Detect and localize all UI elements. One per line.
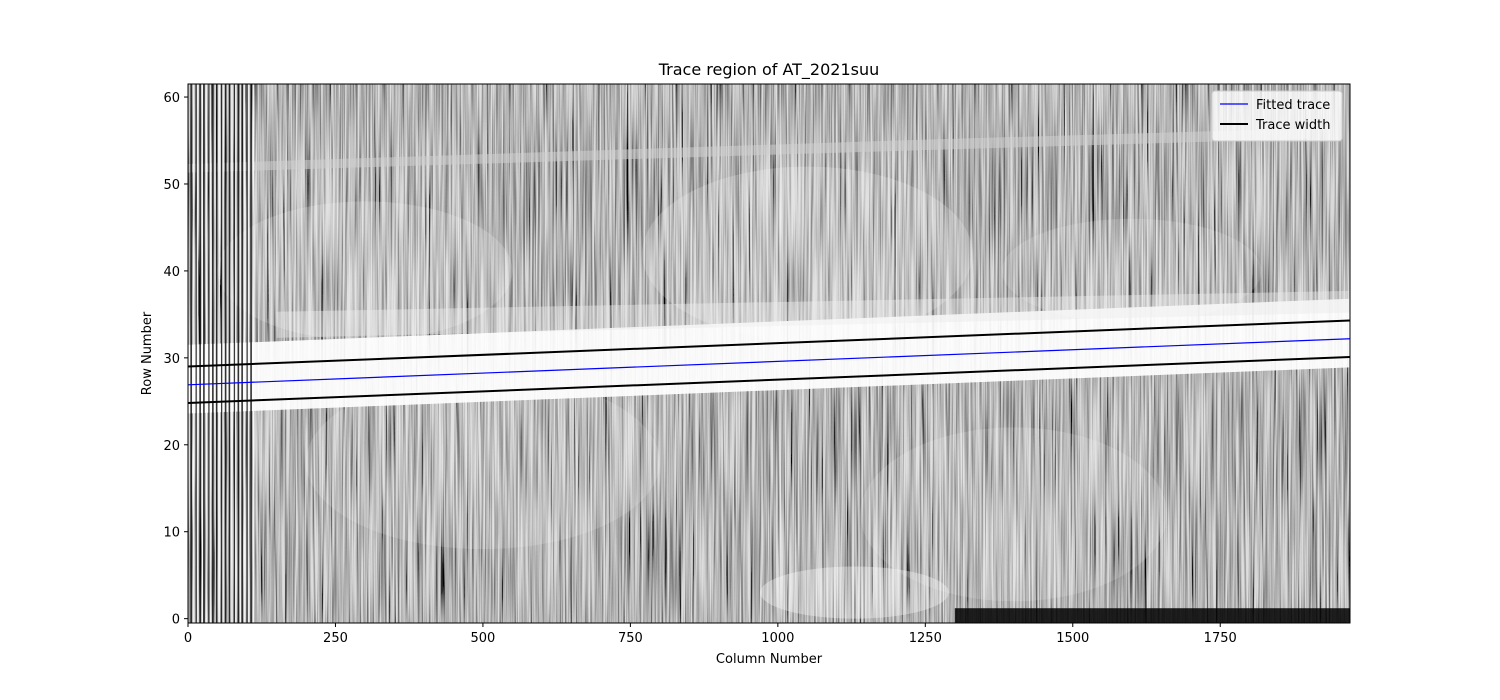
image-stripe xyxy=(233,84,236,623)
image-dark-region xyxy=(954,608,1350,623)
legend-label: Trace width xyxy=(1255,118,1330,133)
y-tick-label: 20 xyxy=(163,439,180,454)
y-axis-label: Row Number xyxy=(140,311,155,395)
image-stripe xyxy=(222,84,224,623)
fitted-trace-line xyxy=(188,338,1350,386)
image-stripe xyxy=(231,84,233,623)
trace-width-line xyxy=(188,319,1350,368)
trace-band xyxy=(188,298,1350,414)
image-stripe xyxy=(252,84,255,623)
plot-frame xyxy=(187,83,1351,624)
image-stripe xyxy=(241,84,243,623)
image-stripe xyxy=(227,84,230,623)
axes: 0 250 500 750 1000 1250 1500 1750 0 10 20 30 40 50 60 xyxy=(163,83,1351,646)
image-stripe xyxy=(218,84,221,623)
image-stripe xyxy=(237,84,240,623)
image-patch xyxy=(760,566,949,619)
image-stripe xyxy=(221,84,223,623)
y-tick-label: 30 xyxy=(163,352,180,367)
y-tick-label: 50 xyxy=(163,178,180,193)
plot-area xyxy=(188,84,1350,623)
x-tick-label: 1250 xyxy=(909,631,942,646)
y-tick-label: 10 xyxy=(163,526,180,541)
y-tick-label: 40 xyxy=(163,265,180,280)
y-tick-label: 0 xyxy=(172,613,180,628)
image-stripe xyxy=(196,84,199,623)
spectrum-image xyxy=(188,84,1350,623)
image-stripe xyxy=(190,84,192,623)
trace-glow xyxy=(276,290,1350,338)
image-stripe xyxy=(192,84,195,623)
x-tick-label: 750 xyxy=(618,631,643,646)
image-stripe xyxy=(228,84,231,623)
image-stripe xyxy=(214,84,217,623)
image-stripe xyxy=(208,84,210,623)
image-stripe xyxy=(212,84,214,623)
x-tick-label: 250 xyxy=(323,631,348,646)
image-stripe xyxy=(243,84,246,623)
legend-label: Fitted trace xyxy=(1256,98,1330,113)
x-tick-label: 1500 xyxy=(1056,631,1089,646)
image-stripe xyxy=(250,84,252,623)
image-stripe xyxy=(215,84,218,623)
x-tick-label: 0 xyxy=(184,631,192,646)
x-tick-label: 500 xyxy=(471,631,496,646)
image-stripe xyxy=(201,84,204,623)
legend: Fitted trace Trace width xyxy=(1211,90,1343,142)
image-stripe xyxy=(224,84,227,623)
trace-width-line xyxy=(188,355,1350,405)
x-axis-label: Column Number xyxy=(716,652,823,667)
image-patch xyxy=(642,166,973,341)
image-patch xyxy=(217,201,513,341)
image-stripe xyxy=(209,84,212,623)
chart-title: Trace region of AT_2021suu xyxy=(658,60,880,80)
image-stripe xyxy=(240,84,242,623)
image-stripe xyxy=(234,84,237,623)
image-patch xyxy=(1001,218,1262,324)
image-patch xyxy=(305,375,660,550)
x-tick-label: 1000 xyxy=(761,631,794,646)
image-stripe xyxy=(199,84,201,623)
image-stripe xyxy=(203,84,205,623)
image-stripe xyxy=(205,84,208,623)
image-patch xyxy=(860,427,1168,602)
image-stripe xyxy=(195,84,198,623)
image-artifact xyxy=(779,84,782,623)
x-tick-label: 1750 xyxy=(1204,631,1237,646)
image-stripe xyxy=(247,84,250,623)
sky-line xyxy=(188,128,1309,173)
y-tick-label: 60 xyxy=(163,91,180,106)
image-stripe xyxy=(246,84,249,623)
